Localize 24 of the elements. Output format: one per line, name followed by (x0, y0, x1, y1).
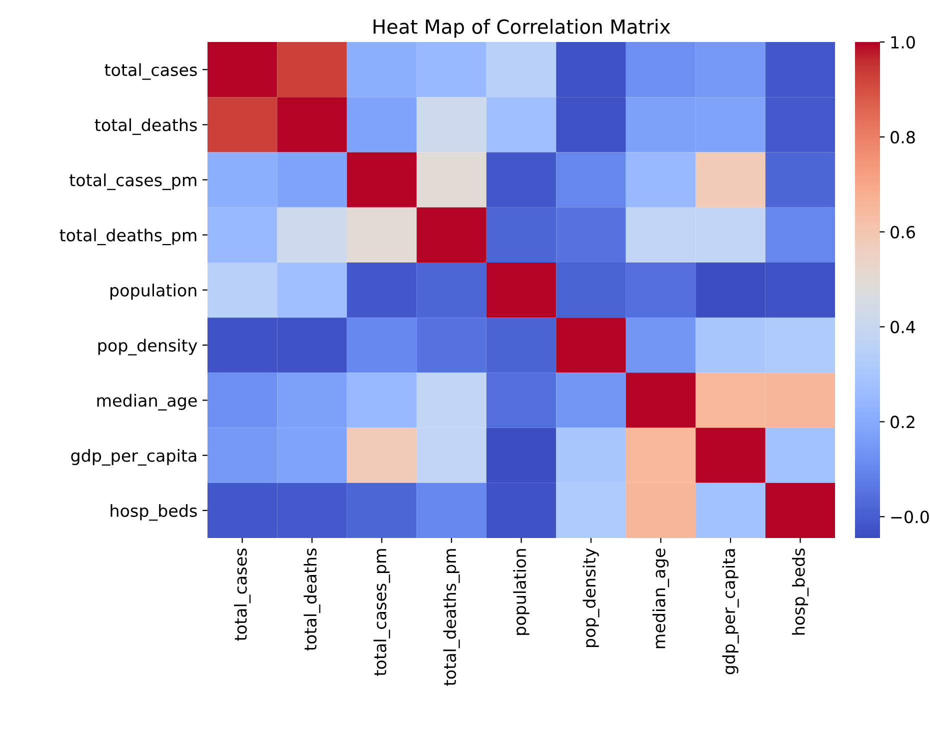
x-tick-label: total_cases_pm (373, 549, 390, 676)
color-bar-label: −0.0 (891, 510, 929, 524)
y-tick-label: population (110, 284, 196, 300)
y-tick-label: total_deaths_pm (60, 228, 196, 246)
x-tick-label: population (513, 549, 530, 635)
x-tick-label: total_deaths_pm (443, 549, 460, 686)
y-tick-label: total_cases_pm (70, 173, 196, 190)
x-tick-label: pop_density (582, 548, 600, 648)
y-tick-label: pop_density (98, 338, 198, 356)
x-tick-label: hosp_beds (792, 548, 809, 635)
y-tick-label: gdp_per_capita (71, 449, 196, 466)
x-tick-label: median_age (652, 548, 670, 648)
y-tick-label: median_age (97, 394, 197, 410)
y-tick-label: total_cases (104, 63, 197, 80)
x-tick-label: gdp_per_capita (722, 549, 739, 674)
color-bar-label: 0.4 (890, 320, 916, 334)
chart-title: Heat Map of Correlation Matrix (374, 18, 670, 38)
color-bar-label: 0.6 (890, 226, 915, 238)
color-bar-label: 0.8 (890, 130, 915, 144)
y-tick-label: hosp_beds (110, 504, 197, 521)
y-tick-label: total_deaths (94, 118, 197, 135)
color-bar-label: 1.0 (891, 36, 915, 49)
color-bar-label: 0.2 (890, 416, 914, 428)
x-tick-label: total_deaths (304, 548, 320, 651)
